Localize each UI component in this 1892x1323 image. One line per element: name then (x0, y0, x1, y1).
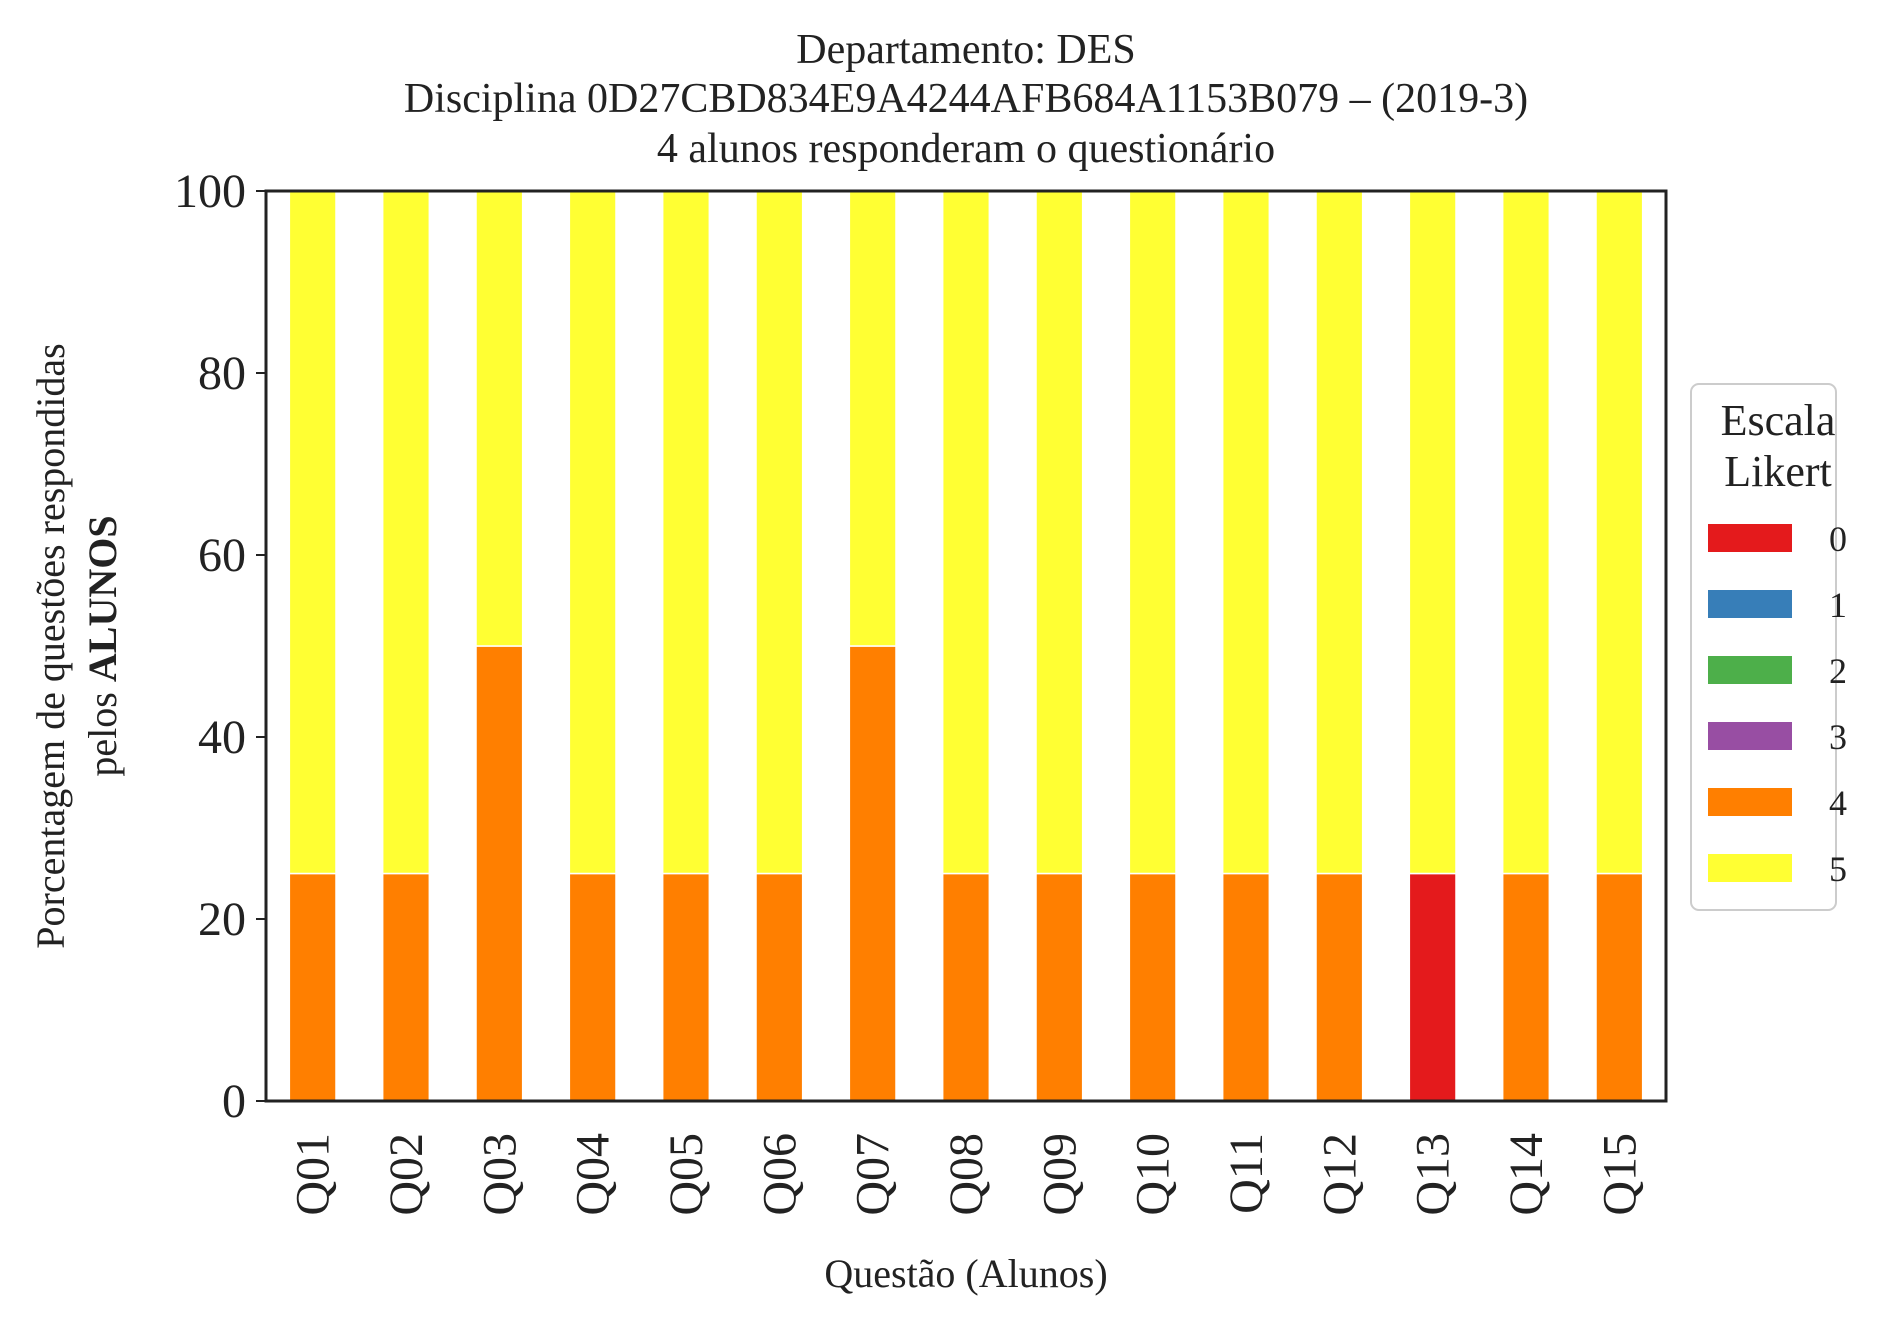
legend-swatch-2 (1708, 656, 1792, 684)
legend-frame (1690, 383, 1837, 911)
x-tick-label-q06: Q06 (753, 1133, 806, 1216)
legend-label-4: 4 (1829, 783, 1847, 823)
legend-label-2: 2 (1829, 651, 1847, 691)
bar-q02-likert-4 (381, 872, 431, 1102)
bar-q12-likert-5 (1315, 190, 1364, 875)
x-tick-label-q14: Q14 (1500, 1133, 1553, 1216)
title-line-2: Disciplina 0D27CBD834E9A4244AFB684A1153B… (404, 76, 1528, 122)
legend-swatch-3 (1708, 722, 1792, 750)
bar-q02-likert-5 (381, 190, 431, 875)
legend-swatch-1 (1708, 590, 1792, 618)
y-axis-ticks: 0 20 40 60 80 100 (174, 165, 266, 1128)
y-tick-label: 80 (198, 347, 246, 400)
legend: Escala Likert 0 1 2 3 4 5 (1690, 383, 1847, 911)
bar-q08-likert-4 (941, 872, 991, 1102)
bar-q10-likert-4 (1128, 872, 1177, 1102)
bar-q11-likert-5 (1221, 190, 1271, 875)
legend-label-0: 0 (1829, 519, 1847, 559)
bar-q01-likert-4 (288, 872, 337, 1102)
bar-q13-likert-5 (1408, 190, 1457, 875)
bar-q12-likert-4 (1315, 872, 1364, 1102)
bar-q04-likert-5 (568, 190, 617, 875)
x-tick-label-q15: Q15 (1593, 1133, 1646, 1216)
x-tick-label-q01: Q01 (287, 1133, 340, 1216)
x-tick-label-q13: Q13 (1407, 1133, 1460, 1216)
bar-q05-likert-4 (661, 872, 711, 1102)
y-axis-label-line-2: pelos ALUNOS (80, 515, 125, 776)
y-tick-label: 0 (222, 1075, 246, 1128)
bar-q09-likert-4 (1035, 872, 1084, 1102)
y-axis-label-line-1: Porcentagem de questões respondidas (28, 343, 73, 948)
bar-q14-likert-4 (1501, 872, 1551, 1102)
x-axis-label: Questão (Alunos) (824, 1251, 1107, 1296)
y-axis-label-bold: ALUNOS (80, 515, 125, 682)
legend-swatch-5 (1708, 854, 1792, 882)
bar-q15-likert-5 (1595, 190, 1644, 875)
bar-q13-likert-0 (1408, 872, 1457, 1102)
y-axis-label-prefix: pelos (80, 682, 125, 776)
y-tick-label: 20 (198, 893, 246, 946)
bar-q03-likert-5 (475, 190, 524, 647)
x-tick-label-q02: Q02 (380, 1133, 433, 1216)
bar-q06-likert-5 (755, 190, 804, 875)
x-tick-label-q04: Q04 (567, 1133, 620, 1216)
bars-group (288, 190, 1644, 1102)
x-tick-label-q12: Q12 (1313, 1133, 1366, 1216)
bar-q05-likert-5 (661, 190, 711, 875)
plot-frame (264, 189, 1668, 1103)
legend-label-1: 1 (1829, 585, 1847, 625)
x-tick-label-q10: Q10 (1127, 1133, 1180, 1216)
bar-q15-likert-4 (1595, 872, 1644, 1102)
bar-q10-likert-5 (1128, 190, 1177, 875)
chart-title: Departamento: DES Disciplina 0D27CBD834E… (404, 27, 1528, 172)
x-tick-label-q05: Q05 (660, 1133, 713, 1216)
legend-title-line-2: Likert (1724, 447, 1832, 496)
bar-q14-likert-5 (1501, 190, 1551, 875)
bar-q11-likert-4 (1221, 872, 1271, 1102)
bar-q09-likert-5 (1035, 190, 1084, 875)
title-line-1: Departamento: DES (796, 27, 1135, 73)
legend-swatch-0 (1708, 524, 1792, 552)
x-tick-label-q07: Q07 (847, 1133, 900, 1216)
legend-items: 0 1 2 3 4 5 (1708, 519, 1847, 889)
legend-label-3: 3 (1829, 717, 1847, 757)
legend-label-5: 5 (1829, 849, 1847, 889)
y-tick-label: 100 (174, 165, 246, 218)
bar-q07-likert-4 (848, 645, 897, 1102)
bar-q01-likert-5 (288, 190, 337, 875)
y-tick-label: 60 (198, 529, 246, 582)
x-tick-label-q11: Q11 (1220, 1133, 1273, 1214)
y-tick-label: 40 (198, 711, 246, 764)
x-axis-ticks: Q01 Q02 Q03 Q04 Q05 Q06 Q07 Q08 Q09 Q10 Q11 Q12 Q13 Q… (287, 1133, 1647, 1216)
legend-swatch-4 (1708, 788, 1792, 816)
y-axis-label: Porcentagem de questões respondidas pelo… (28, 343, 125, 948)
bar-q08-likert-5 (941, 190, 991, 875)
x-tick-label-q08: Q08 (940, 1133, 993, 1216)
title-line-3: 4 alunos responderam o questionário (657, 126, 1275, 172)
x-tick-label-q03: Q03 (473, 1133, 526, 1216)
bar-q06-likert-4 (755, 872, 804, 1102)
legend-title-line-1: Escala (1721, 396, 1836, 445)
bar-q07-likert-5 (848, 190, 897, 647)
bar-q04-likert-4 (568, 872, 617, 1102)
x-tick-label-q09: Q09 (1033, 1133, 1086, 1216)
bar-q03-likert-4 (475, 645, 524, 1102)
